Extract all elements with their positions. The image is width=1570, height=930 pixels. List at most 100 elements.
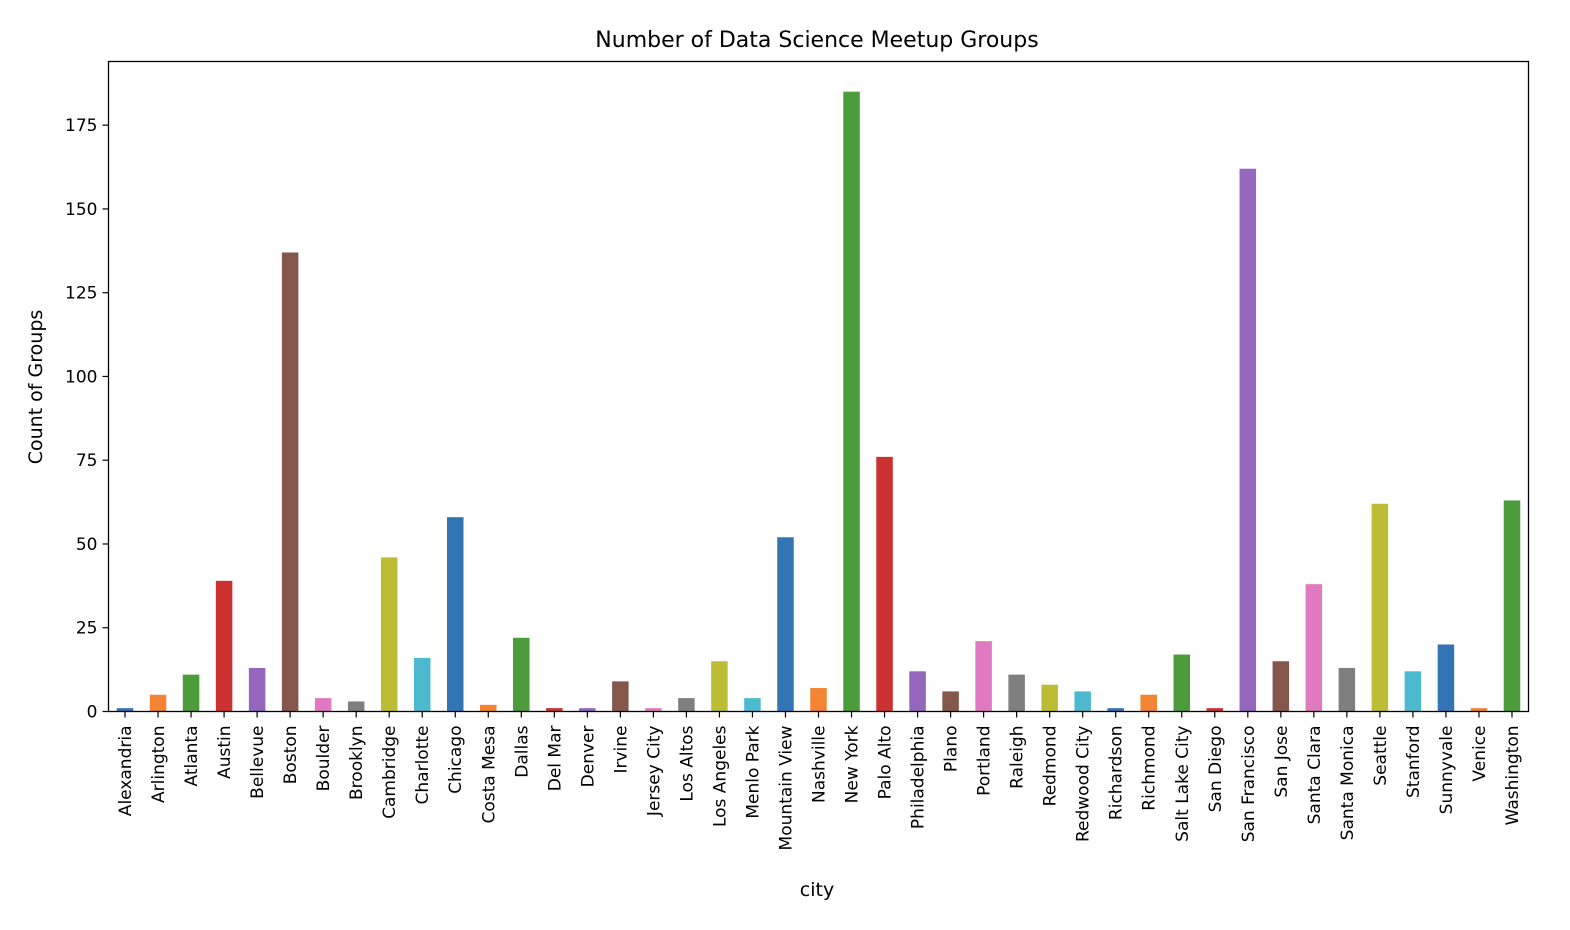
x-tick-label: Brooklyn bbox=[347, 726, 367, 800]
bar-los-angeles bbox=[711, 661, 728, 712]
bar-boulder bbox=[314, 698, 332, 712]
x-tick-label: Seattle bbox=[1371, 726, 1391, 786]
x-tick-label: Arlington bbox=[149, 726, 169, 803]
y-tick-label: 125 bbox=[65, 284, 97, 304]
bar-palo-alto bbox=[876, 456, 893, 712]
x-tick-label: Boston bbox=[281, 726, 301, 785]
x-tick-label: Sunnyvale bbox=[1437, 726, 1457, 815]
x-tick-label: Richardson bbox=[1107, 726, 1127, 821]
x-tick-label: Costa Mesa bbox=[479, 726, 499, 824]
x-tick-label: Mountain View bbox=[776, 725, 796, 850]
x-tick-label: Bellevue bbox=[248, 726, 268, 799]
x-tick-label: Portland bbox=[975, 726, 995, 796]
bar-atlanta bbox=[182, 674, 200, 712]
x-tick-label: Boulder bbox=[314, 726, 334, 792]
bar-new-york bbox=[843, 91, 860, 712]
bar-menlo-park bbox=[744, 698, 761, 712]
x-tick-label: Menlo Park bbox=[743, 725, 763, 818]
y-tick-label: 175 bbox=[65, 116, 97, 136]
y-tick-label: 150 bbox=[65, 200, 97, 220]
x-tick-label: Los Angeles bbox=[710, 725, 730, 827]
bars-group bbox=[116, 91, 1521, 712]
bar-washington bbox=[1503, 500, 1521, 712]
bar-bellevue bbox=[248, 667, 266, 712]
x-tick-label: San Diego bbox=[1206, 726, 1226, 813]
x-tick-label: Philadelphia bbox=[909, 726, 929, 830]
bar-plano bbox=[942, 691, 959, 712]
bar-san-francisco bbox=[1239, 168, 1257, 712]
x-tick-label: Stanford bbox=[1404, 726, 1424, 799]
y-tick-label: 75 bbox=[76, 451, 98, 471]
y-tick-label: 0 bbox=[87, 703, 98, 723]
x-tick-label: Dallas bbox=[512, 725, 532, 777]
x-tick-label: Atlanta bbox=[182, 726, 202, 787]
x-tick-label: Venice bbox=[1470, 726, 1490, 782]
x-tick-label: Los Altos bbox=[677, 725, 697, 801]
bar-alexandria bbox=[116, 708, 134, 712]
x-tick-label: San Jose bbox=[1272, 726, 1292, 798]
bar-arlington bbox=[149, 694, 167, 712]
bar-portland bbox=[975, 641, 992, 712]
x-tick-label: Austin bbox=[215, 726, 235, 779]
bar-denver bbox=[579, 708, 596, 712]
x-tick-label: Richmond bbox=[1140, 726, 1160, 811]
bar-richardson bbox=[1107, 708, 1124, 712]
y-tick-label: 50 bbox=[76, 535, 98, 555]
bar-cambridge bbox=[380, 557, 398, 712]
bar-chicago bbox=[446, 517, 464, 712]
bar-raleigh bbox=[1008, 674, 1025, 712]
x-tick-label: Denver bbox=[578, 726, 598, 788]
x-tick-label: New York bbox=[843, 725, 863, 803]
x-axis: Alexandria Arlington Atlanta Austin Bellevue… bbox=[116, 711, 1523, 850]
x-tick-label: Jersey City bbox=[644, 726, 664, 818]
bar-austin bbox=[215, 580, 233, 712]
bar-dallas bbox=[513, 637, 530, 712]
bar-boston bbox=[281, 252, 299, 712]
bar-brooklyn bbox=[347, 701, 365, 712]
x-tick-label: Charlotte bbox=[413, 726, 433, 805]
bar-san-jose bbox=[1272, 661, 1290, 712]
bar-jersey-city bbox=[645, 708, 662, 712]
bar-san-diego bbox=[1206, 708, 1224, 712]
x-tick-label: Redmond bbox=[1041, 726, 1061, 807]
bar-richmond bbox=[1140, 694, 1157, 712]
bar-sunnyvale bbox=[1437, 644, 1455, 712]
x-tick-label: Alexandria bbox=[116, 726, 136, 817]
bar-venice bbox=[1470, 708, 1488, 712]
x-tick-label: San Francisco bbox=[1239, 726, 1259, 843]
chart-title: Number of Data Science Meetup Groups bbox=[595, 28, 1038, 53]
bar-stanford bbox=[1404, 671, 1422, 712]
bar-charlotte bbox=[413, 657, 431, 712]
bar-costa-mesa bbox=[480, 704, 497, 712]
x-tick-label: Nashville bbox=[810, 726, 830, 803]
x-tick-label: Palo Alto bbox=[876, 726, 896, 800]
x-tick-label: Cambridge bbox=[380, 726, 400, 819]
x-tick-label: Del Mar bbox=[545, 726, 565, 792]
y-axis-title: Count of Groups bbox=[25, 310, 47, 465]
x-tick-label: Santa Monica bbox=[1338, 726, 1358, 841]
plot-frame bbox=[107, 60, 1530, 713]
bar-los-altos bbox=[678, 698, 695, 712]
bar-irvine bbox=[612, 681, 629, 712]
bar-mountain-view bbox=[777, 537, 794, 712]
x-tick-label: Raleigh bbox=[1008, 726, 1028, 789]
bar-del-mar bbox=[546, 708, 563, 712]
x-tick-label: Redwood City bbox=[1074, 726, 1094, 843]
y-tick-label: 100 bbox=[65, 367, 97, 387]
bar-salt-lake-city bbox=[1173, 654, 1191, 712]
x-tick-label: Irvine bbox=[611, 726, 631, 774]
y-axis: 0 25 50 75 100 125 150 175 bbox=[65, 116, 109, 723]
y-tick-label: 25 bbox=[76, 619, 98, 639]
bar-redmond bbox=[1041, 684, 1058, 712]
bar-seattle bbox=[1371, 503, 1389, 712]
x-tick-label: Salt Lake City bbox=[1173, 726, 1193, 842]
x-tick-label: Santa Clara bbox=[1305, 726, 1325, 825]
bar-santa-clara bbox=[1305, 584, 1323, 712]
bar-redwood-city bbox=[1074, 691, 1091, 712]
bar-philadelphia bbox=[909, 671, 926, 712]
bar-nashville bbox=[810, 688, 827, 712]
x-axis-title: city bbox=[800, 879, 834, 901]
x-tick-label: Washington bbox=[1503, 726, 1523, 826]
